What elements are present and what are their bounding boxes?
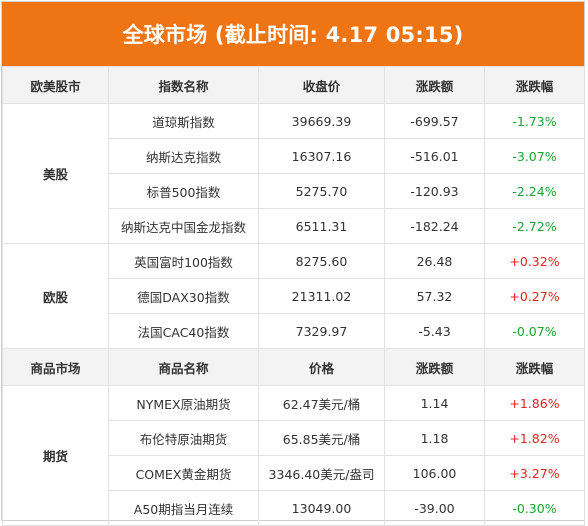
change-percent-cell: -2.72% xyxy=(484,208,585,244)
column-header: 价格 xyxy=(258,348,385,386)
column-header: 商品名称 xyxy=(108,348,259,386)
item-name: 德国DAX30指数 xyxy=(108,278,259,314)
item-name: 道琼斯指数 xyxy=(108,103,259,139)
price-cell: 16307.16 xyxy=(258,138,385,174)
price-cell: 3346.40美元/盎司 xyxy=(258,455,385,491)
change-percent-cell: +0.27% xyxy=(484,278,585,314)
change-cell: -120.93 xyxy=(384,173,485,209)
item-name: A50期指当月连续 xyxy=(108,490,259,526)
price-cell: 5275.70 xyxy=(258,173,385,209)
market-label: 期货 xyxy=(2,385,109,526)
price-cell: 65.85美元/桶 xyxy=(258,420,385,456)
table-row: 欧股 英国富时100指数 8275.60 26.48 +0.32% xyxy=(2,243,585,349)
table-header-row: 商品市场 商品名称 价格 涨跌额 涨跌幅 xyxy=(2,348,585,386)
table-row: 标普500指数 5275.70 -120.93 -2.24% xyxy=(3,173,585,209)
change-cell: 1.14 xyxy=(384,385,485,421)
change-cell: 26.48 xyxy=(384,243,485,279)
market-label: 美股 xyxy=(2,103,109,244)
table-header-row: 欧美股市 指数名称 收盘价 涨跌额 涨跌幅 xyxy=(2,66,585,104)
item-name: 英国富时100指数 xyxy=(108,243,259,279)
table-row: 布伦特原油期货 65.85美元/桶 1.18 +1.82% xyxy=(3,420,585,456)
change-percent-cell: +1.82% xyxy=(484,420,585,456)
column-header: 涨跌幅 xyxy=(484,348,585,386)
market-table: 欧美股市 指数名称 收盘价 涨跌额 涨跌幅 美股 道琼斯指数 39669.39 -699.57-… xyxy=(2,66,585,526)
price-cell: 39669.39 xyxy=(258,103,385,139)
item-name: NYMEX原油期货 xyxy=(108,385,259,421)
column-header: 涨跌额 xyxy=(384,66,485,104)
change-cell: -5.43 xyxy=(384,313,485,349)
item-name: 标普500指数 xyxy=(108,173,259,209)
price-cell: 13049.00 xyxy=(258,490,385,526)
change-percent-cell: -1.73% xyxy=(484,103,585,139)
table-row: 德国DAX30指数 21311.02 57.32 +0.27% xyxy=(3,278,585,314)
market-label: 欧股 xyxy=(2,243,109,349)
change-cell: -516.01 xyxy=(384,138,485,174)
table-row: A50期指当月连续 13049.00 -39.00 -0.30% xyxy=(3,490,585,526)
column-header: 商品市场 xyxy=(2,348,109,386)
change-cell: -699.57 xyxy=(384,103,485,139)
item-name: COMEX黄金期货 xyxy=(108,455,259,491)
table-row: 纳斯达克中国金龙指数 6511.31 -182.24 -2.72% xyxy=(3,208,585,244)
change-cell: 57.32 xyxy=(384,278,485,314)
item-name: 法国CAC40指数 xyxy=(108,313,259,349)
column-header: 欧美股市 xyxy=(2,66,109,104)
item-name: 布伦特原油期货 xyxy=(108,420,259,456)
change-percent-cell: +1.86% xyxy=(484,385,585,421)
change-cell: 1.18 xyxy=(384,420,485,456)
change-cell: -39.00 xyxy=(384,490,485,526)
item-name: 纳斯达克中国金龙指数 xyxy=(108,208,259,244)
price-cell: 62.47美元/桶 xyxy=(258,385,385,421)
price-cell: 8275.60 xyxy=(258,243,385,279)
price-cell: 7329.97 xyxy=(258,313,385,349)
change-percent-cell: -0.30% xyxy=(484,490,585,526)
item-name: 纳斯达克指数 xyxy=(108,138,259,174)
column-header: 收盘价 xyxy=(258,66,385,104)
table-row: 纳斯达克指数 16307.16 -516.01 -3.07% xyxy=(3,138,585,174)
table-row: COMEX黄金期货 3346.40美元/盎司 106.00 +3.27% xyxy=(3,455,585,491)
change-percent-cell: -2.24% xyxy=(484,173,585,209)
column-header: 涨跌幅 xyxy=(484,66,585,104)
column-header: 指数名称 xyxy=(108,66,259,104)
change-percent-cell: +3.27% xyxy=(484,455,585,491)
change-percent-cell: -0.07% xyxy=(484,313,585,349)
table-row: 期货 NYMEX原油期货 62.47美元/桶 1.14 +1.86% xyxy=(2,385,585,526)
change-percent-cell: +0.32% xyxy=(484,243,585,279)
page-title: 全球市场 (截止时间: 4.17 05:15) xyxy=(2,2,584,66)
table-row: 法国CAC40指数 7329.97 -5.43 -0.07% xyxy=(3,313,585,349)
price-cell: 21311.02 xyxy=(258,278,385,314)
table-row: 美股 道琼斯指数 39669.39 -699.57 -1.73% xyxy=(2,103,585,244)
change-cell: 106.00 xyxy=(384,455,485,491)
price-cell: 6511.31 xyxy=(258,208,385,244)
change-percent-cell: -3.07% xyxy=(484,138,585,174)
column-header: 涨跌额 xyxy=(384,348,485,386)
change-cell: -182.24 xyxy=(384,208,485,244)
